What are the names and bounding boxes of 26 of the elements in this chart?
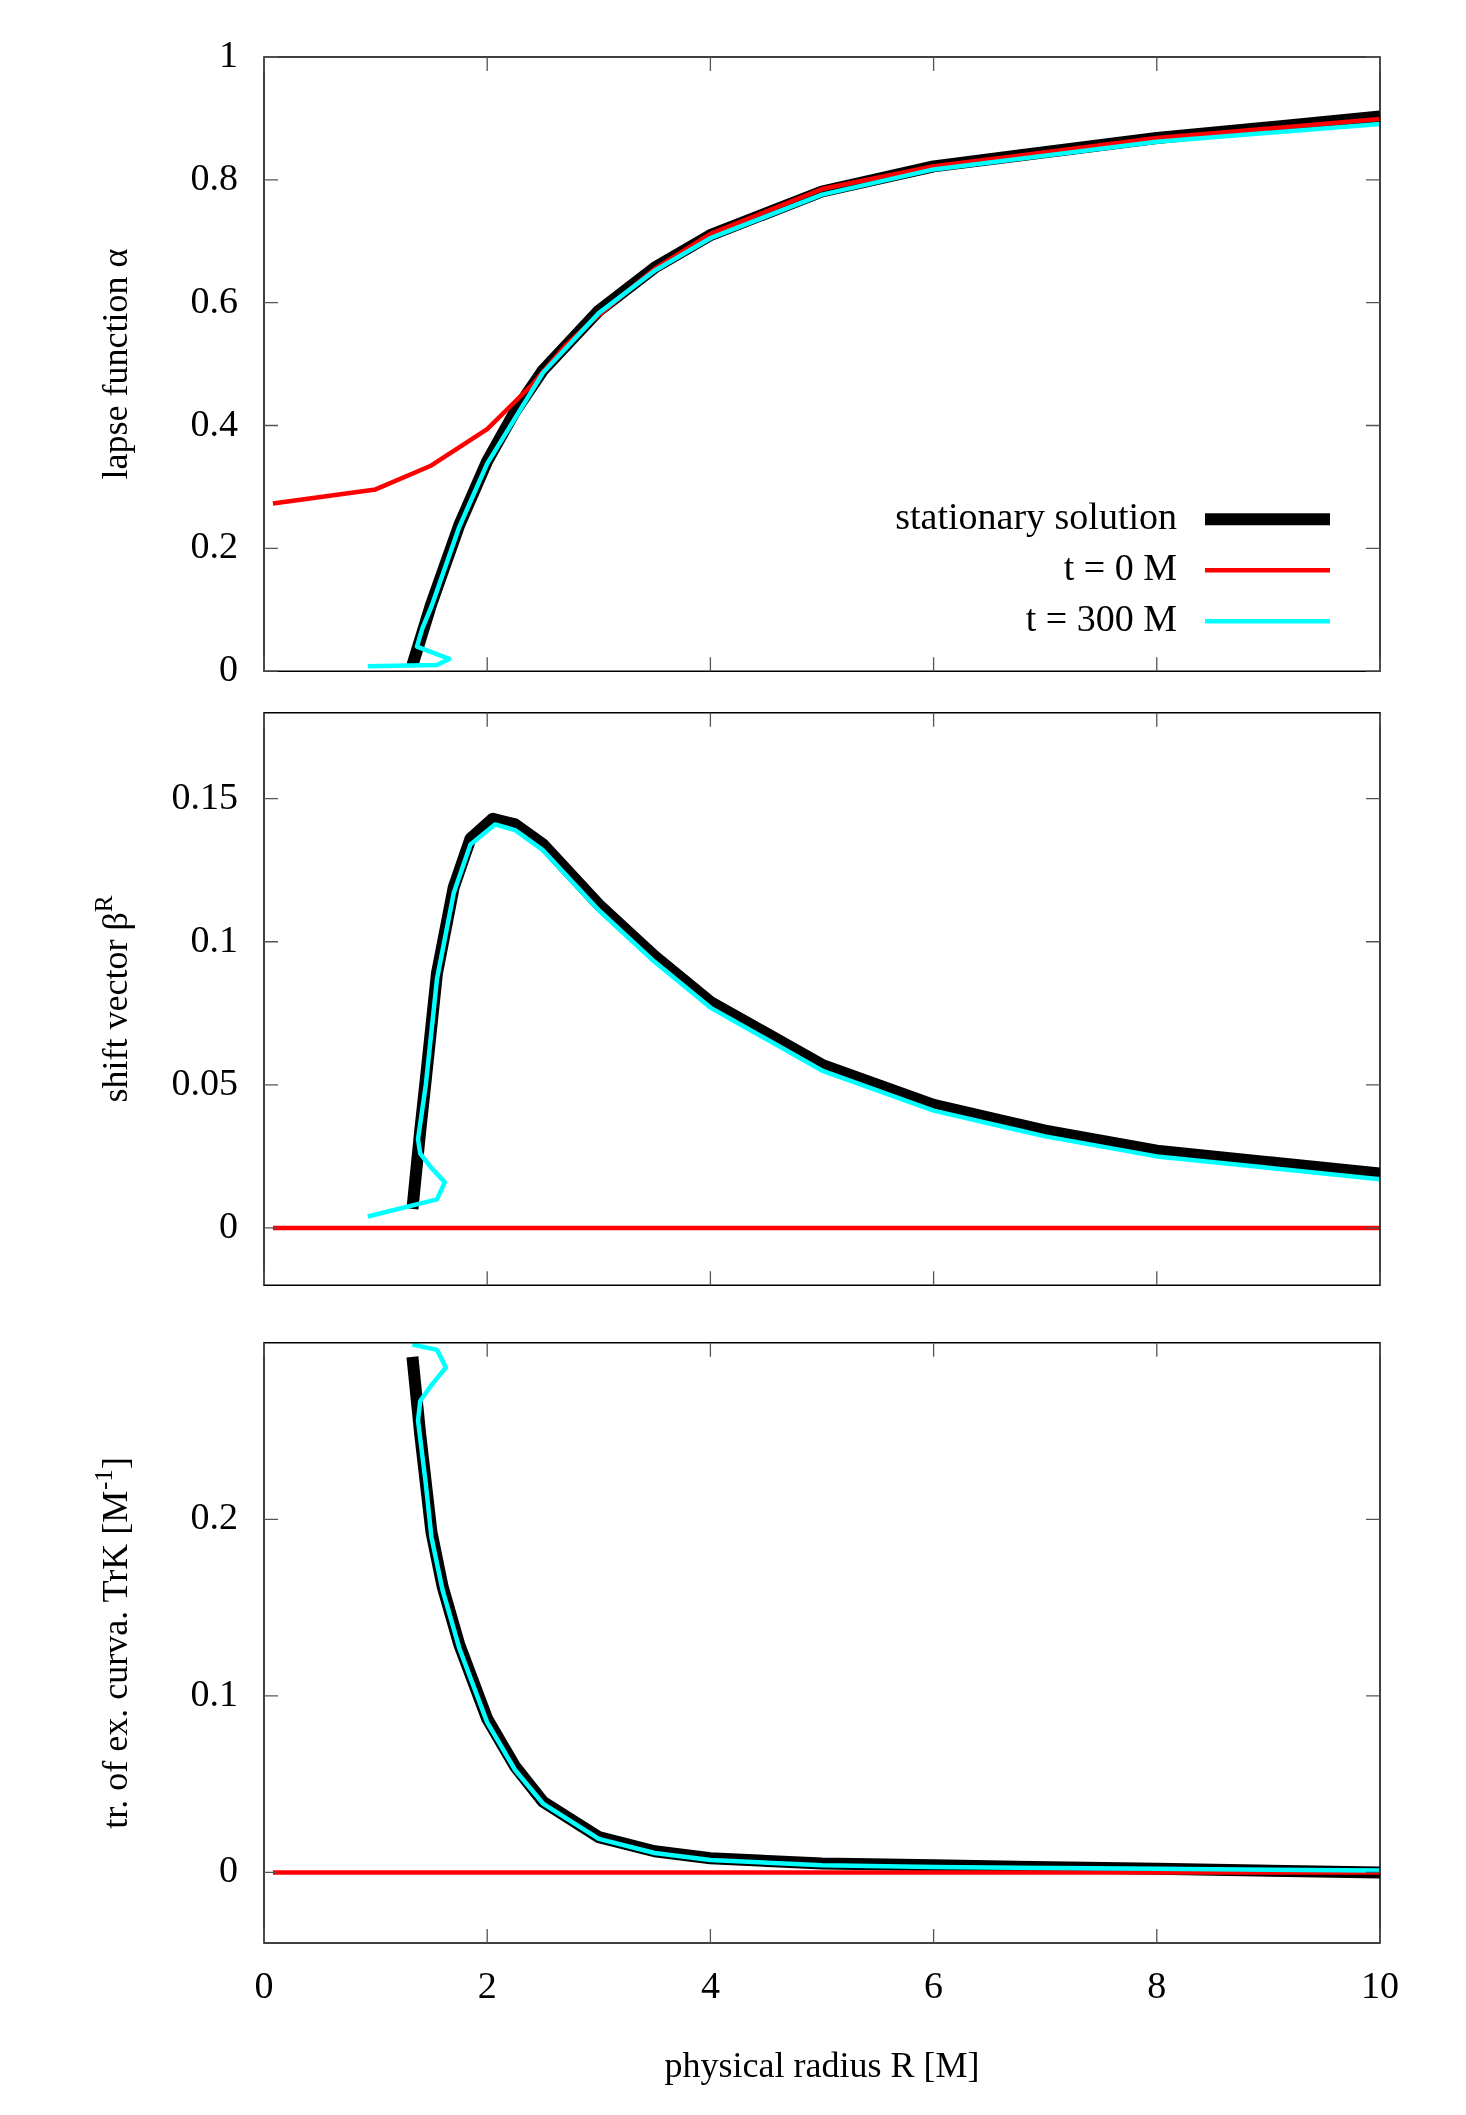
y-tick-label: 0 — [219, 1848, 238, 1891]
y-tick-label: 0.2 — [190, 1495, 238, 1538]
x-tick-label: 4 — [700, 1963, 720, 2006]
y-tick-label: 0 — [219, 647, 238, 690]
y-tick-label: 0.05 — [171, 1060, 238, 1103]
y-axis-title: shift vector βR — [90, 895, 136, 1103]
legend-label: stationary solution — [895, 495, 1177, 538]
y-axis-title: tr. of ex. curva. TrK [M-1] — [90, 1457, 136, 1829]
y-tick-label: 0.6 — [190, 278, 238, 321]
x-tick-label: 8 — [1147, 1963, 1167, 2006]
legend-label: t = 0 M — [1063, 546, 1177, 589]
x-tick-label: 2 — [477, 1963, 497, 2006]
y-tick-label: 0.15 — [171, 774, 238, 817]
y-tick-label: 0.2 — [190, 524, 238, 567]
x-tick-label: 6 — [924, 1963, 944, 2006]
x-tick-label: 0 — [254, 1963, 274, 2006]
y-tick-label: 0 — [219, 1203, 238, 1246]
y-tick-label: 0.4 — [190, 401, 238, 444]
legend-label: t = 300 M — [1025, 597, 1177, 640]
y-tick-label: 0.8 — [190, 155, 238, 198]
y-tick-label: 0.1 — [190, 1671, 238, 1714]
y-tick-label: 1 — [219, 32, 238, 75]
x-tick-label: 10 — [1361, 1963, 1399, 2006]
y-tick-label: 0.1 — [190, 917, 238, 960]
y-axis-title: lapse function α — [95, 248, 136, 480]
x-axis-title: physical radius R [M] — [664, 2045, 980, 2086]
